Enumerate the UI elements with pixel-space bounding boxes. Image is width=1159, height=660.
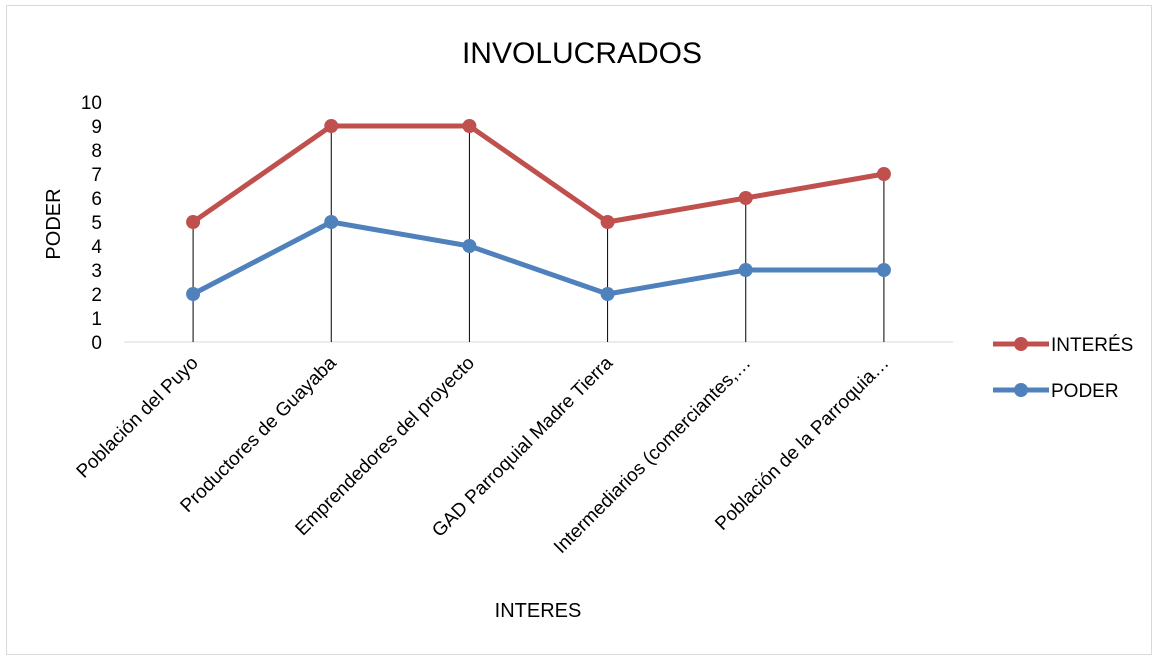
series-interes [186, 119, 891, 229]
data-point [600, 215, 615, 229]
legend-label: PODER [1051, 381, 1119, 402]
legend-item: PODER [993, 381, 1119, 402]
data-point [462, 119, 477, 133]
data-point [186, 287, 201, 301]
x-axis-title: INTERES [495, 600, 582, 622]
drop-lines [192, 126, 885, 342]
y-tick-label: 10 [81, 93, 102, 114]
y-tick-label: 5 [91, 213, 102, 234]
y-axis-ticks: 0 1 2 3 4 5 6 7 8 9 10 [81, 93, 103, 354]
y-tick-label: 7 [91, 165, 102, 186]
legend: INTERÉS PODER [993, 335, 1133, 402]
y-tick-label: 1 [91, 309, 102, 330]
series-line [191, 219, 884, 297]
data-point [324, 215, 339, 229]
y-tick-label: 4 [91, 237, 102, 258]
y-tick-label: 6 [91, 189, 102, 210]
data-point [876, 263, 891, 277]
legend-marker [1014, 337, 1028, 351]
data-point [738, 191, 753, 205]
data-point [600, 287, 615, 301]
data-point [738, 263, 753, 277]
chart-frame [6, 5, 1152, 655]
series-poder [186, 215, 891, 301]
data-point [324, 119, 339, 133]
y-axis-title: PODER [43, 188, 65, 259]
legend-label: INTERÉS [1051, 335, 1133, 356]
chart-title: INVOLUCRADOS [462, 37, 702, 70]
y-tick-label: 9 [91, 117, 102, 138]
y-tick-label: 0 [91, 333, 102, 354]
y-tick-label: 2 [91, 285, 102, 306]
legend-marker [1014, 383, 1028, 397]
series-line [191, 123, 885, 225]
series-lines [186, 119, 891, 301]
x-category-label: Población del Puyo [73, 353, 203, 483]
data-point [876, 167, 891, 181]
y-tick-label: 3 [91, 261, 102, 282]
data-point [462, 239, 477, 253]
legend-item: INTERÉS [993, 335, 1133, 356]
x-category-label: Productores de Guayaba [177, 352, 342, 517]
data-point [186, 215, 201, 229]
y-tick-label: 8 [91, 141, 102, 162]
